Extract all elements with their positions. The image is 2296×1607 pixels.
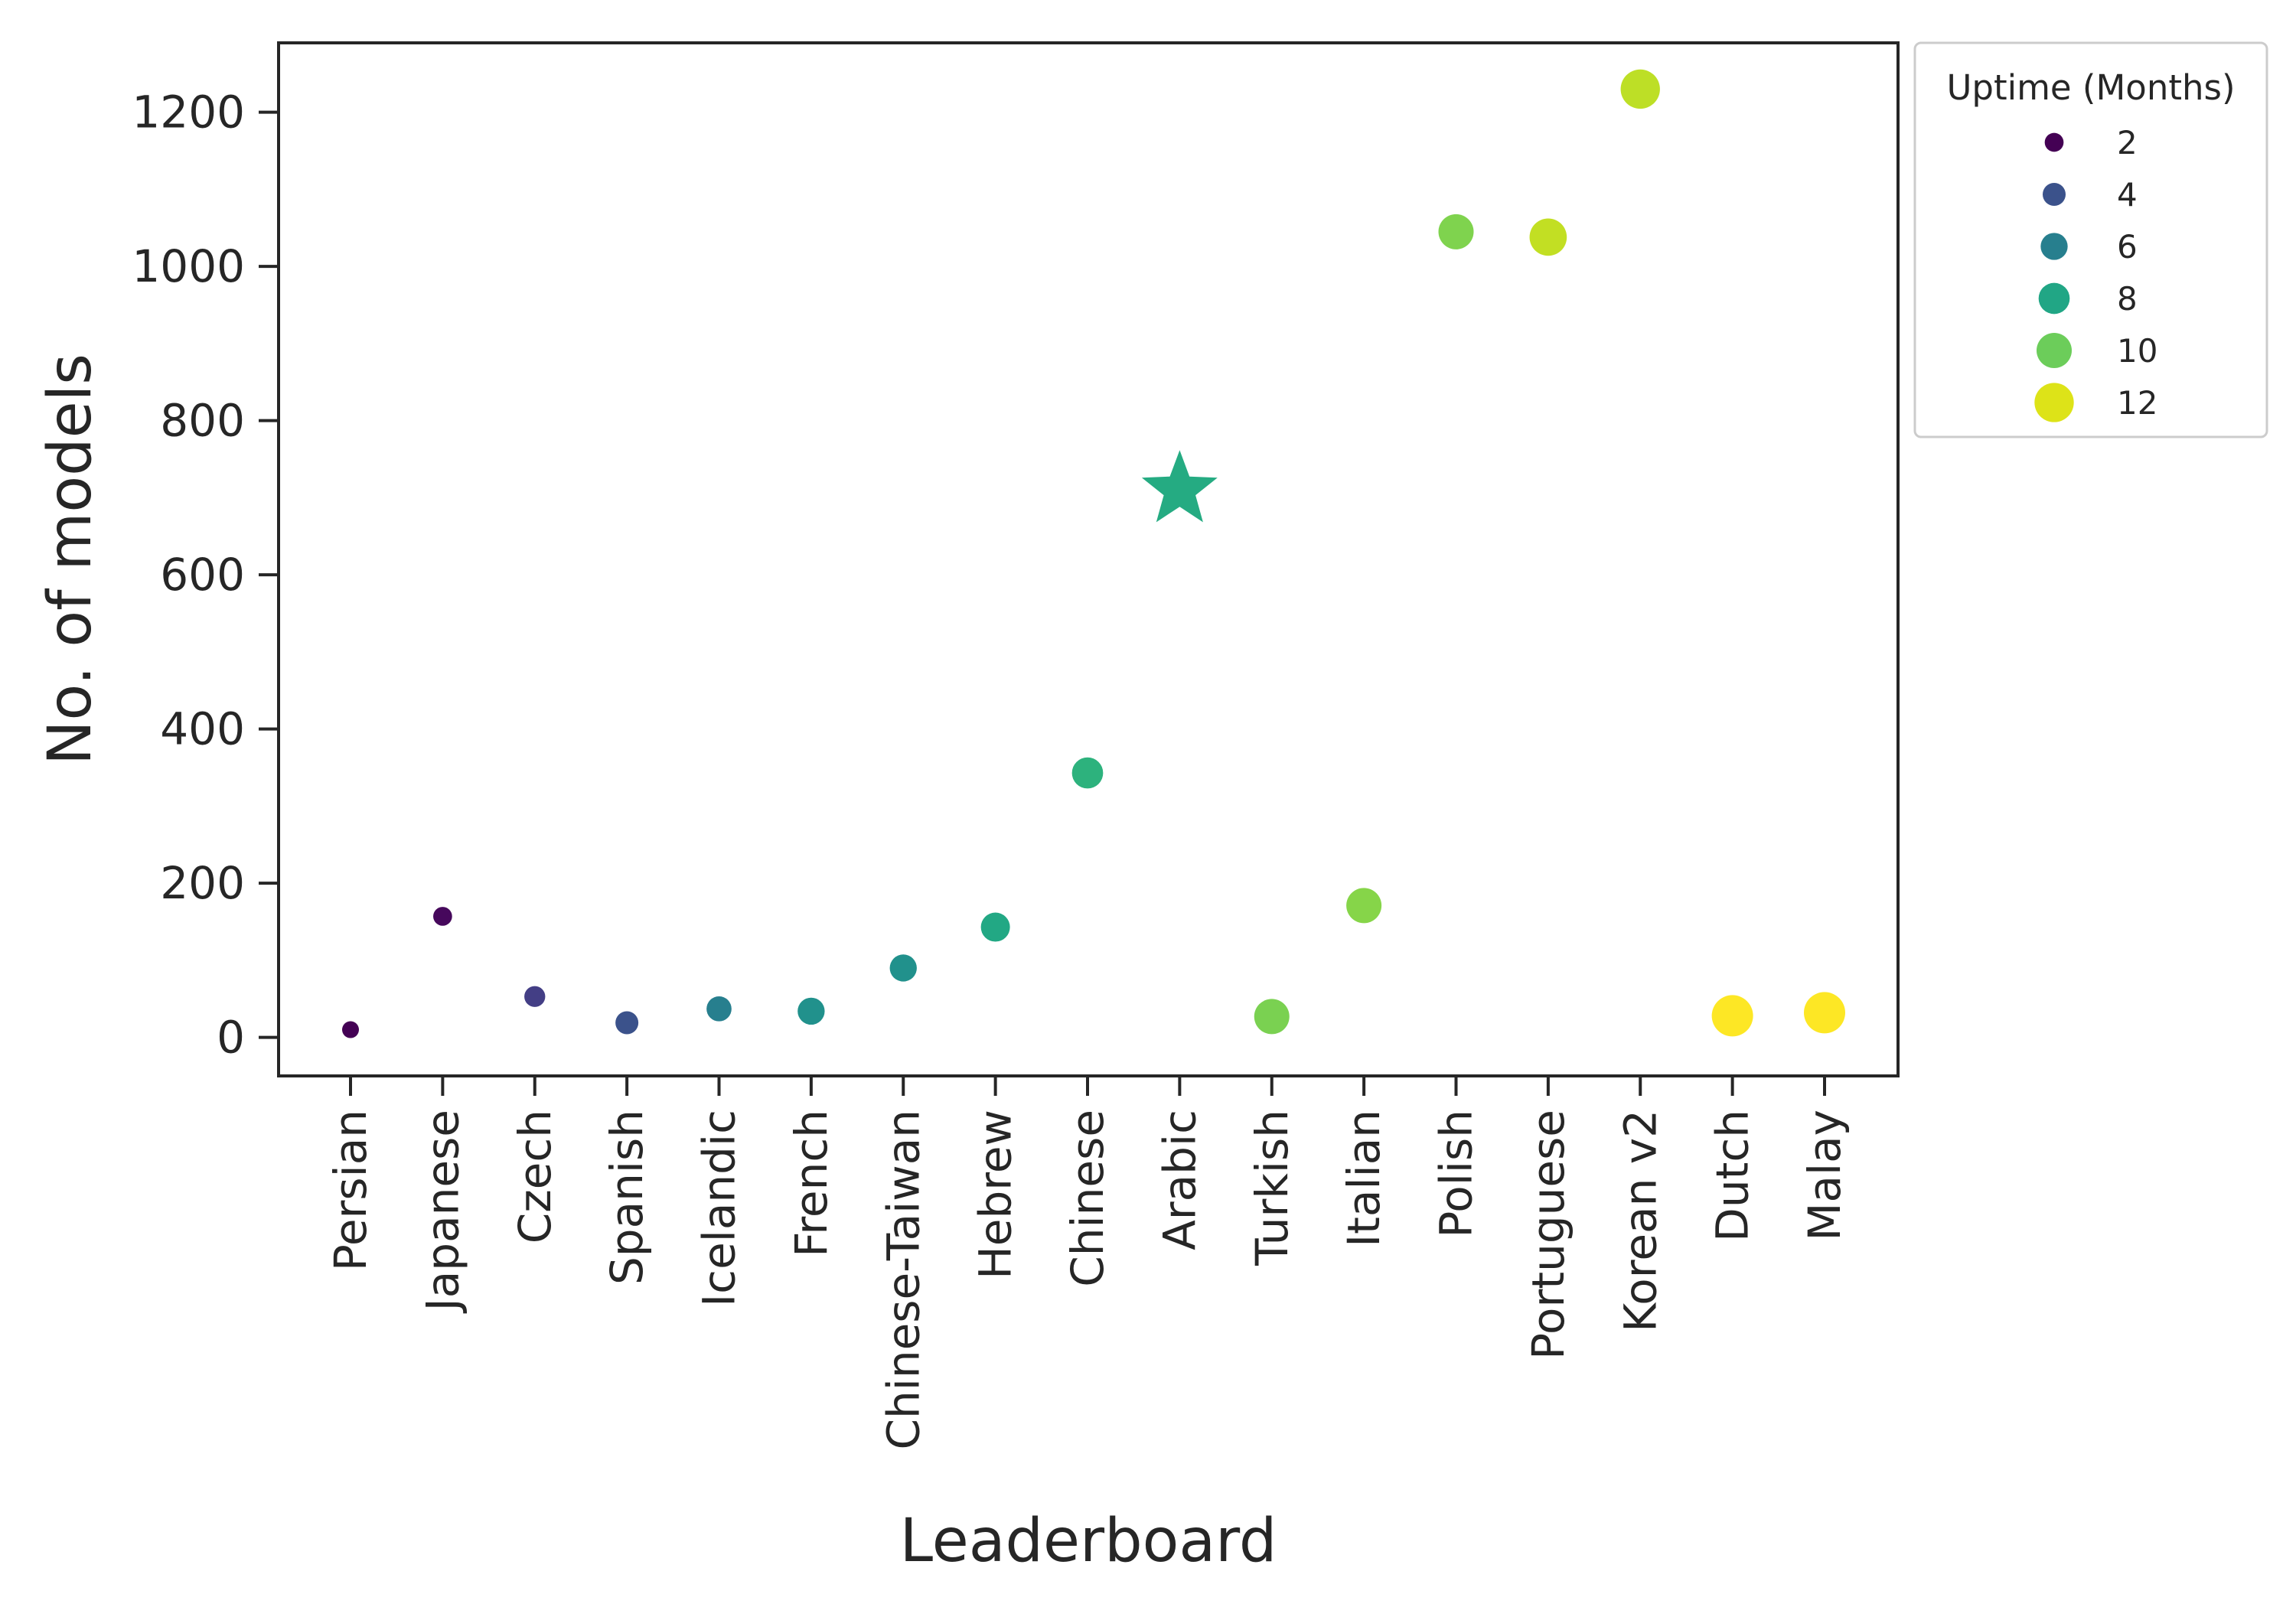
legend-frame: [1913, 41, 2268, 438]
x-tick-label: Dutch: [1707, 1110, 1759, 1242]
y-axis-title: No. of models: [36, 354, 105, 765]
x-tick-label: Turkish: [1246, 1110, 1298, 1266]
x-tick-label: Portuguese: [1522, 1110, 1574, 1360]
data-point: [615, 1011, 639, 1035]
legend: Uptime (Months) 2 4 6 8 10 12: [1913, 41, 2268, 438]
x-tick-label: Czech: [509, 1110, 561, 1244]
legend-marker: [2038, 282, 2070, 315]
y-tick-label: 1200: [132, 86, 245, 139]
legend-title: Uptime (Months): [1946, 67, 2235, 108]
legend-label: 12: [2117, 384, 2157, 422]
data-point: [889, 954, 917, 982]
x-tick-label: Icelandic: [693, 1110, 745, 1307]
x-tick-label: Arabic: [1153, 1110, 1205, 1250]
data-point: [1438, 214, 1474, 249]
data-point: [524, 986, 546, 1007]
y-tick-label: 600: [160, 549, 245, 601]
legend-label: 4: [2117, 176, 2138, 214]
y-tick-label: 800: [160, 395, 245, 447]
data-point: [1254, 999, 1290, 1035]
x-tick-label: Malay: [1799, 1110, 1851, 1241]
x-tick-label: Persian: [325, 1110, 377, 1271]
data-point: [342, 1021, 359, 1038]
x-tick-label: Korean v2: [1614, 1110, 1666, 1332]
x-axis-title: Leaderboard: [900, 1507, 1277, 1576]
data-point: [797, 997, 825, 1025]
legend-label: 8: [2117, 280, 2138, 318]
y-tick-label: 1000: [132, 240, 245, 292]
data-point: [1346, 888, 1382, 924]
y-tick-label: 200: [160, 857, 245, 909]
x-tick-label: Chinese-Taiwan: [877, 1110, 929, 1450]
data-point: [1711, 995, 1753, 1037]
legend-marker: [2037, 333, 2072, 368]
legend-label: 6: [2117, 228, 2138, 266]
data-point: [433, 907, 452, 926]
data-point-star: [1141, 450, 1218, 523]
data-point: [1804, 992, 1845, 1034]
legend-marker: [2043, 183, 2066, 206]
data-point: [1071, 757, 1104, 789]
data-point: [1620, 69, 1660, 109]
data-points: [342, 69, 1845, 1038]
x-tick-label: Japanese: [416, 1110, 468, 1313]
x-tick-label: Hebrew: [970, 1110, 1022, 1279]
x-tick-label: Spanish: [601, 1110, 653, 1285]
legend-marker: [2040, 233, 2068, 260]
legend-entries: 2 4 6 8 10 12: [2034, 124, 2157, 422]
y-axis-ticks: 0 200 400 600 800 1000 1200: [132, 86, 279, 1064]
legend-label: 10: [2117, 332, 2157, 370]
x-tick-label: French: [785, 1110, 837, 1257]
legend-marker: [2044, 132, 2064, 152]
y-tick-label: 400: [160, 703, 245, 755]
plot-frame: [277, 41, 1900, 1077]
x-axis-ticks: Persian Japanese Czech Spanish Icelandic Fren…: [325, 1076, 1851, 1450]
x-tick-label: Italian: [1338, 1110, 1390, 1247]
data-point: [980, 912, 1010, 942]
data-point: [706, 996, 732, 1022]
y-tick-label: 0: [217, 1012, 245, 1064]
data-point: [1529, 218, 1567, 256]
legend-marker: [2034, 383, 2074, 422]
x-tick-label: Chinese: [1062, 1110, 1114, 1287]
x-tick-label: Polish: [1430, 1110, 1482, 1238]
legend-label: 2: [2117, 124, 2138, 161]
